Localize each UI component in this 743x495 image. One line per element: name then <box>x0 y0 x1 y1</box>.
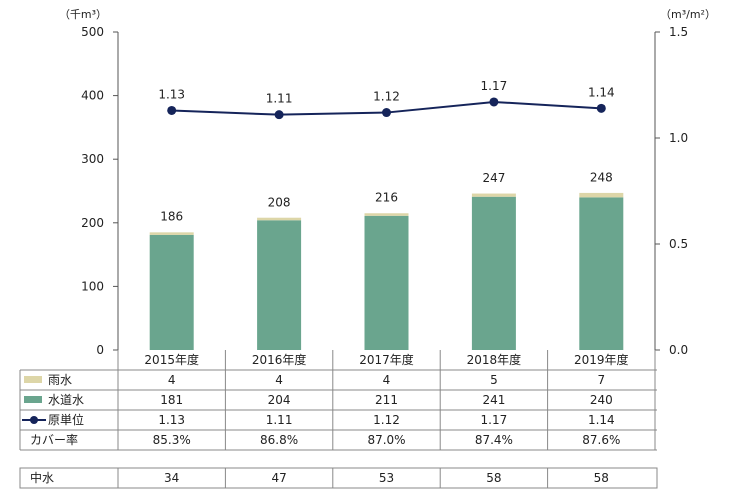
extra-row-cell: 58 <box>594 471 609 485</box>
left-tick-label: 0 <box>96 343 104 357</box>
legend-swatch-unit-dot <box>30 416 38 424</box>
table-row-label: 原単位 <box>48 412 84 427</box>
table-cell: 1.14 <box>588 413 615 427</box>
table-category-label: 2016年度 <box>252 352 307 367</box>
left-tick-label: 200 <box>81 216 104 230</box>
table-cell: 87.6% <box>582 433 620 447</box>
bar-water <box>257 220 302 350</box>
left-tick-label: 100 <box>81 279 104 293</box>
right-tick-label: 0.5 <box>669 237 688 251</box>
left-tick-label: 300 <box>81 152 104 166</box>
right-axis-unit: （m³/m²） <box>660 8 716 21</box>
line-point <box>382 108 391 118</box>
line-point-label: 1.11 <box>266 92 293 106</box>
table-cell: 86.8% <box>260 433 298 447</box>
extra-row-cell: 53 <box>379 471 394 485</box>
table-cell: 4 <box>168 373 176 387</box>
bar-rain <box>257 217 302 221</box>
bar-total-label: 186 <box>160 210 183 224</box>
extra-row-cell: 47 <box>271 471 286 485</box>
left-axis-unit: （千m³） <box>59 8 107 21</box>
legend-swatch-water <box>24 396 42 403</box>
table-cell: 240 <box>590 393 613 407</box>
bar-rain <box>579 192 624 198</box>
table-category-label: 2015年度 <box>144 352 199 367</box>
table-cell: 211 <box>375 393 398 407</box>
table-cell: 1.17 <box>481 413 508 427</box>
table-cell: 4 <box>383 373 391 387</box>
right-tick-label: 1.0 <box>669 131 688 145</box>
table-category-label: 2017年度 <box>359 352 414 367</box>
bar-rain <box>364 213 409 216</box>
bar-water <box>579 197 624 350</box>
line-point-label: 1.17 <box>481 79 508 93</box>
line-point-label: 1.13 <box>158 87 185 101</box>
table-row-label: カバー率 <box>30 432 78 447</box>
right-tick-label: 1.5 <box>669 25 688 39</box>
table-category-label: 2018年度 <box>467 352 522 367</box>
line-point-label: 1.12 <box>373 90 400 104</box>
table-cell: 1.12 <box>373 413 400 427</box>
bar-total-label: 216 <box>375 191 398 205</box>
table-cell: 4 <box>275 373 283 387</box>
table-cell: 5 <box>490 373 498 387</box>
extra-row-cell: 58 <box>486 471 501 485</box>
bar-total-label: 208 <box>268 196 291 210</box>
table-cell: 241 <box>482 393 505 407</box>
bar-rain <box>471 193 516 197</box>
line-point <box>274 110 284 120</box>
line-point <box>489 97 499 107</box>
table-cell: 87.0% <box>367 433 405 447</box>
legend-swatch-rain <box>24 376 42 383</box>
table-cell: 85.3% <box>153 433 191 447</box>
line-point <box>596 103 606 113</box>
bar-water <box>471 196 516 350</box>
extra-row-border <box>19 467 658 489</box>
right-tick-label: 0.0 <box>669 343 688 357</box>
table-cell: 87.4% <box>475 433 513 447</box>
table-row-label: 水道水 <box>48 393 84 407</box>
table-cell: 1.11 <box>266 413 293 427</box>
bar-water <box>364 215 409 350</box>
table-cell: 1.13 <box>158 413 185 427</box>
extra-row-cell: 34 <box>164 471 179 485</box>
table-cell: 181 <box>160 393 183 407</box>
extra-row-label: 中水 <box>30 470 54 485</box>
table-cell: 204 <box>268 393 291 407</box>
bar-total-label: 247 <box>482 171 505 185</box>
table-cell: 7 <box>597 373 605 387</box>
bar-water <box>149 234 194 350</box>
line-point <box>167 105 177 115</box>
table-category-label: 2019年度 <box>574 352 629 367</box>
bar-rain <box>149 232 194 235</box>
bar-total-label: 248 <box>590 170 613 184</box>
plot-area: 500 400 300 200 100 0 1.5 1.0 0.5 0.0 186 208 216 247… <box>81 25 688 357</box>
left-tick-label: 500 <box>81 25 104 39</box>
left-tick-label: 400 <box>81 89 104 103</box>
table-row-label: 雨水 <box>48 373 72 387</box>
line-point-label: 1.14 <box>588 85 615 99</box>
